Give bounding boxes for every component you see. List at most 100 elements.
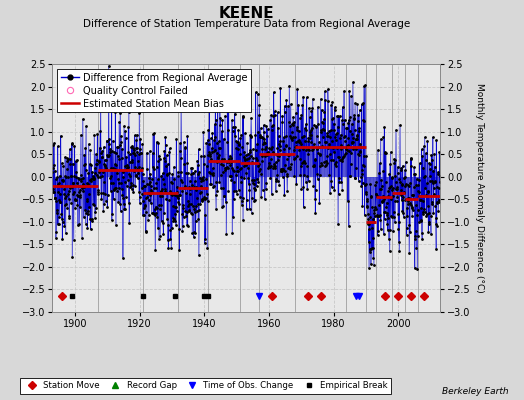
Point — [356, 149, 365, 155]
Point — [283, 152, 292, 158]
Point — [163, 171, 171, 177]
Point — [193, 162, 202, 168]
Point — [386, 184, 394, 190]
Point — [119, 200, 128, 207]
Point — [268, 191, 276, 198]
Point — [242, 152, 250, 158]
Point — [117, 132, 126, 139]
Point — [130, 132, 139, 138]
Point — [57, 211, 66, 218]
Point — [326, 157, 335, 164]
Point — [403, 212, 411, 219]
Point — [86, 176, 94, 183]
Point — [260, 128, 268, 135]
Point — [139, 212, 147, 218]
Point — [414, 232, 422, 239]
Point — [224, 165, 232, 172]
Point — [356, 144, 365, 150]
Point — [99, 169, 107, 175]
Point — [167, 190, 176, 196]
Point — [313, 176, 322, 182]
Point — [239, 216, 247, 223]
Point — [146, 192, 154, 199]
Point — [419, 198, 427, 204]
Point — [295, 139, 303, 146]
Point — [127, 180, 135, 186]
Point — [373, 212, 381, 218]
Point — [189, 206, 198, 212]
Point — [130, 150, 138, 157]
Point — [113, 188, 121, 195]
Point — [431, 178, 439, 184]
Point — [349, 146, 357, 152]
Point — [62, 174, 70, 180]
Point — [195, 252, 203, 258]
Point — [393, 194, 401, 200]
Point — [377, 183, 386, 189]
Point — [207, 156, 215, 162]
Point — [383, 210, 391, 216]
Point — [191, 209, 199, 216]
Y-axis label: Monthly Temperature Anomaly Difference (°C): Monthly Temperature Anomaly Difference (… — [475, 83, 484, 293]
Point — [274, 124, 282, 131]
Point — [250, 198, 258, 204]
Point — [413, 266, 421, 272]
Point — [144, 197, 152, 204]
Point — [203, 151, 212, 158]
Point — [137, 191, 146, 198]
Point — [168, 225, 176, 231]
Point — [207, 181, 215, 187]
Point — [427, 152, 435, 158]
Point — [299, 204, 308, 210]
Point — [373, 192, 381, 199]
Point — [124, 164, 132, 170]
Point — [162, 196, 170, 202]
Point — [64, 188, 73, 194]
Point — [327, 102, 335, 108]
Point — [146, 148, 154, 154]
Point — [227, 177, 235, 184]
Point — [253, 157, 261, 163]
Point — [135, 189, 143, 195]
Point — [334, 191, 343, 198]
Point — [141, 202, 149, 208]
Point — [332, 162, 341, 169]
Point — [129, 146, 138, 153]
Point — [54, 181, 62, 187]
Point — [161, 188, 169, 194]
Point — [159, 220, 167, 226]
Point — [378, 193, 387, 199]
Point — [93, 171, 101, 178]
Point — [367, 261, 375, 268]
Point — [257, 194, 265, 200]
Point — [196, 182, 205, 189]
Point — [375, 160, 384, 166]
Point — [312, 123, 321, 129]
Point — [398, 207, 407, 214]
Point — [156, 206, 165, 212]
Point — [220, 193, 228, 199]
Point — [123, 183, 131, 190]
Point — [209, 172, 217, 178]
Point — [236, 151, 244, 158]
Point — [179, 223, 187, 230]
Point — [397, 164, 406, 171]
Point — [107, 104, 116, 110]
Point — [84, 211, 92, 218]
Point — [166, 227, 174, 233]
Point — [120, 122, 128, 129]
Point — [210, 148, 218, 154]
Point — [206, 181, 215, 187]
Point — [196, 189, 205, 196]
Point — [71, 158, 80, 164]
Point — [138, 185, 146, 192]
Point — [231, 110, 239, 117]
Point — [136, 145, 145, 152]
Point — [94, 191, 102, 197]
Point — [81, 220, 90, 227]
Point — [73, 193, 82, 200]
Point — [107, 164, 116, 171]
Point — [293, 86, 301, 92]
Point — [327, 177, 335, 184]
Point — [142, 209, 150, 215]
